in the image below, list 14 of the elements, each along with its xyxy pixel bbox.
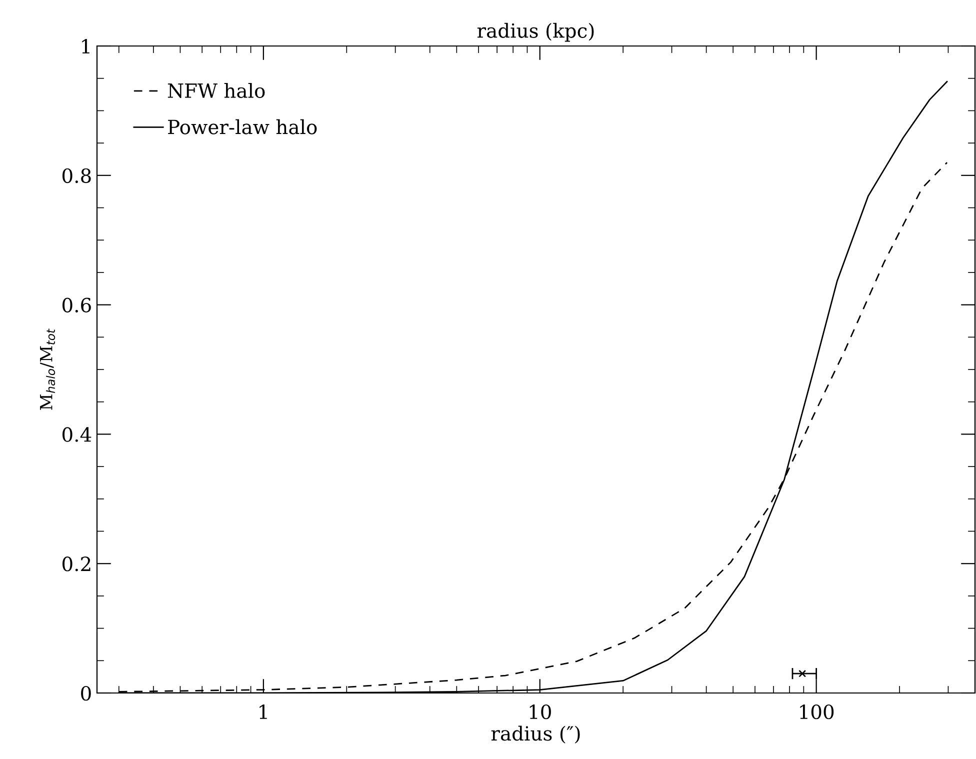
y-tick-label: 0.2 bbox=[62, 556, 90, 572]
y-tick-label: 1 bbox=[82, 38, 90, 54]
x-tick-label: 100 bbox=[800, 704, 834, 720]
y-tick-label: 0.4 bbox=[62, 427, 92, 442]
y-tick-label: 0 bbox=[81, 686, 91, 701]
y-tick-label: 0.6 bbox=[62, 298, 91, 312]
x-tick-label: 10 bbox=[530, 704, 551, 720]
legend-label: Power-law halo bbox=[168, 119, 317, 134]
x2-axis-title: radius (kpc) bbox=[477, 22, 594, 42]
y-axis-title: M$_{halo}$/M$_{tot}$ bbox=[40, 328, 56, 410]
y-tick-label: 0.8 bbox=[62, 168, 91, 184]
x-axis-title: radius (″) bbox=[491, 726, 580, 744]
legend-label: NFW halo bbox=[168, 82, 265, 98]
x-tick-label: 1 bbox=[260, 704, 267, 719]
